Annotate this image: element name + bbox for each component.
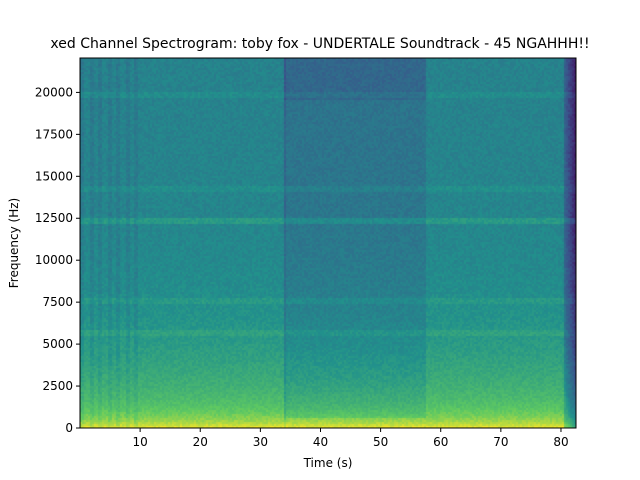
spectrogram-heatmap [80, 58, 576, 428]
x-axis-ticks: 10 20 30 40 50 60 70 80 [132, 428, 569, 449]
x-tick-label: 40 [313, 435, 328, 449]
y-tick-label: 5000 [42, 337, 73, 351]
x-axis-label: Time (s) [303, 456, 353, 470]
x-tick-label: 30 [253, 435, 268, 449]
y-tick-label: 2500 [42, 379, 73, 393]
x-tick-label: 80 [553, 435, 568, 449]
y-tick-label: 0 [65, 421, 73, 435]
y-axis-ticks: 0 2500 5000 7500 10000 12500 15000 17500 20000 [35, 85, 80, 435]
y-tick-label: 20000 [35, 85, 73, 99]
spectrogram-image [80, 58, 576, 428]
chart-title: xed Channel Spectrogram: toby fox - UNDE… [50, 36, 589, 52]
y-axis-label: Frequency (Hz) [7, 198, 21, 289]
y-tick-label: 10000 [35, 253, 73, 267]
plot-frame [79, 57, 577, 429]
x-tick-label: 70 [493, 435, 508, 449]
x-tick-label: 20 [193, 435, 208, 449]
x-tick-label: 10 [132, 435, 147, 449]
x-tick-label: 50 [373, 435, 388, 449]
y-tick-label: 12500 [35, 211, 73, 225]
x-tick-label: 60 [433, 435, 448, 449]
y-tick-label: 7500 [42, 295, 73, 309]
y-tick-label: 15000 [35, 169, 73, 183]
y-tick-label: 17500 [35, 127, 73, 141]
